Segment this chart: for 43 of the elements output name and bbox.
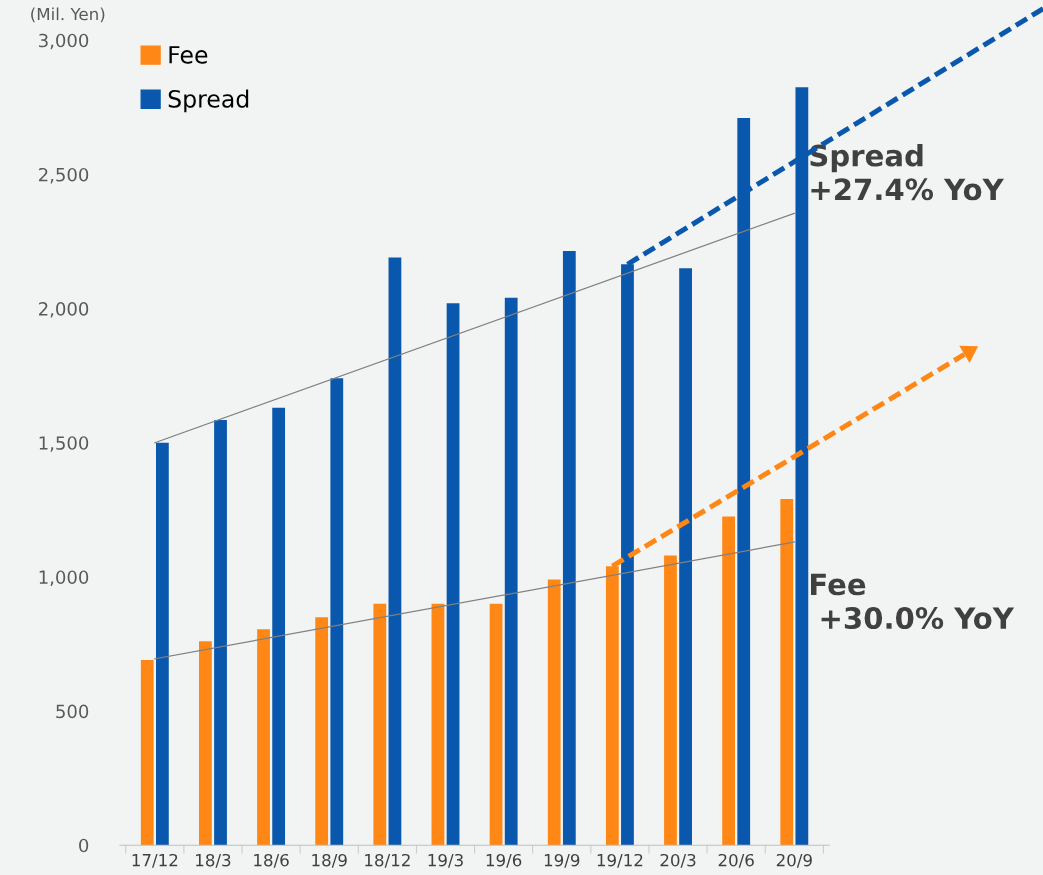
- x-tick-label: 19/3: [428, 853, 463, 868]
- legend-label: Spread: [168, 89, 249, 113]
- bar: [664, 555, 677, 846]
- x-tick-label: 19/12: [597, 853, 643, 868]
- bar: [489, 603, 503, 846]
- bar: [547, 579, 561, 846]
- bar: [140, 660, 154, 846]
- bar: [155, 442, 169, 846]
- y-tick-label: 0: [79, 838, 89, 853]
- bar: [562, 250, 576, 846]
- legend-label: Fee: [169, 46, 208, 64]
- x-tick-label: 20/9: [776, 853, 812, 868]
- x-tick-label: 18/6: [254, 853, 289, 868]
- y-axis-title: (Mil. Yen): [31, 7, 105, 23]
- bar: [504, 297, 518, 846]
- bar: [330, 378, 344, 846]
- annotation: Fee +30.0% YoY: [811, 573, 1015, 630]
- bar: [214, 419, 227, 846]
- annotation: Spread +27.4% YoY: [810, 144, 1005, 201]
- bar: [315, 617, 329, 846]
- bar: [373, 603, 387, 846]
- x-tick-label: 19/9: [544, 853, 580, 868]
- y-tick-label: 1,000: [39, 570, 89, 586]
- bar: [272, 407, 286, 846]
- x-tick-label: 18/12: [365, 853, 410, 868]
- y-tick-label: 3,000: [39, 33, 89, 50]
- x-tick-label: 18/3: [196, 853, 231, 868]
- bar: [431, 603, 445, 846]
- x-tick-label: 20/3: [660, 853, 696, 868]
- bar: [199, 641, 212, 846]
- bar: [722, 516, 736, 846]
- y-tick-label: 2,000: [39, 302, 89, 318]
- x-tick-label: 17/12: [132, 853, 178, 868]
- y-tick-label: 1,500: [39, 436, 89, 452]
- x-tick-label: 18/9: [312, 853, 347, 868]
- bar: [388, 257, 402, 846]
- y-tick-label: 500: [56, 704, 89, 719]
- bar: [257, 629, 270, 846]
- x-tick-label: 20/6: [718, 853, 754, 868]
- y-tick-label: 2,500: [39, 167, 89, 184]
- x-tick-label: 19/6: [486, 853, 522, 868]
- bar: [446, 303, 460, 846]
- bar: [780, 499, 794, 846]
